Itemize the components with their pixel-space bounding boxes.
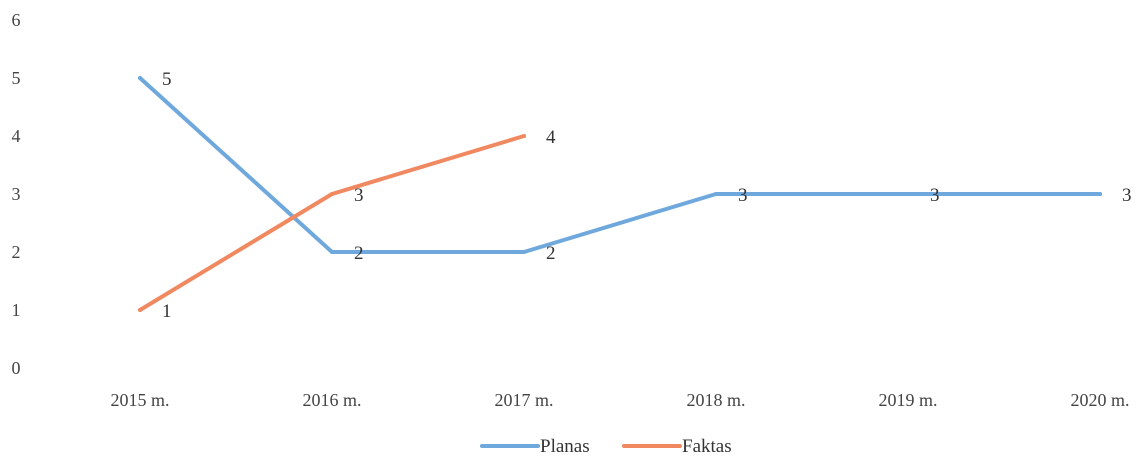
series-line-planas [138, 76, 1102, 254]
data-label: 5 [162, 69, 172, 90]
data-point [138, 308, 142, 312]
y-tick-label: 3 [12, 184, 21, 204]
y-tick-label: 0 [12, 358, 21, 378]
x-axis: 2015 m. 2016 m. 2017 m. 2018 m. 2019 m. 2020 … [110, 390, 1129, 410]
x-tick-label: 2018 m. [686, 390, 745, 410]
data-label: 3 [930, 185, 940, 206]
data-point [1098, 192, 1102, 196]
series-line-faktas [138, 134, 526, 312]
data-labels: 5 2 2 3 3 3 1 3 4 [162, 69, 1132, 322]
x-tick-label: 2020 m. [1070, 390, 1129, 410]
data-label: 3 [354, 185, 364, 206]
data-point [138, 76, 142, 80]
y-tick-label: 2 [12, 242, 21, 262]
x-tick-label: 2015 m. [110, 390, 169, 410]
data-label: 1 [162, 301, 172, 322]
y-tick-label: 5 [12, 68, 21, 88]
data-label: 4 [546, 127, 556, 148]
legend: Planas Faktas [480, 436, 732, 457]
data-point [906, 192, 910, 196]
legend-label: Planas [540, 436, 590, 457]
y-tick-label: 6 [12, 10, 21, 30]
x-tick-label: 2017 m. [494, 390, 553, 410]
data-label: 2 [546, 243, 556, 264]
y-axis: 0 1 2 3 4 5 6 [12, 10, 21, 378]
legend-label: Faktas [682, 436, 732, 457]
data-label: 2 [354, 243, 364, 264]
y-tick-label: 4 [12, 126, 21, 146]
data-label: 3 [1122, 185, 1132, 206]
data-point [330, 250, 334, 254]
data-point [714, 192, 718, 196]
data-label: 3 [738, 185, 748, 206]
x-tick-label: 2016 m. [302, 390, 361, 410]
series-layer [138, 76, 1102, 312]
data-point [330, 192, 334, 196]
x-tick-label: 2019 m. [878, 390, 937, 410]
y-tick-label: 1 [12, 300, 21, 320]
data-point [522, 250, 526, 254]
data-point [522, 134, 526, 138]
